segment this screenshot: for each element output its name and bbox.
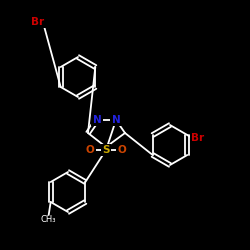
- Text: N: N: [112, 115, 120, 125]
- Text: N: N: [92, 115, 102, 125]
- Text: S: S: [102, 145, 110, 155]
- Text: Br: Br: [192, 133, 204, 143]
- Text: Br: Br: [32, 17, 44, 27]
- Text: O: O: [86, 145, 94, 155]
- Text: O: O: [118, 145, 126, 155]
- Text: CH₃: CH₃: [41, 216, 56, 224]
